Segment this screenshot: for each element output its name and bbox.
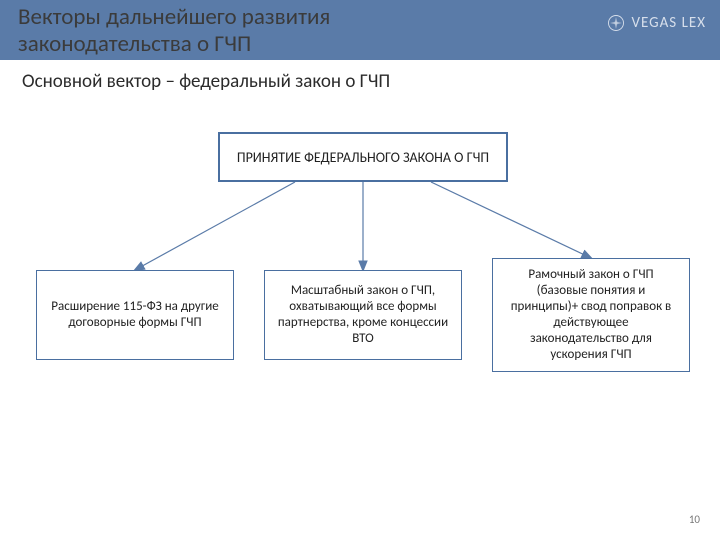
child-node-1: Масштабный закон о ГЧП, охватывающий все… [264,270,462,360]
child-node-0: Расширение 115-ФЗ на другие договорные ф… [36,270,234,360]
logo: VEGAS LEX [607,14,706,32]
subtitle: Основной вектор – федеральный закон о ГЧ… [22,70,390,93]
slide-title: Векторы дальнейшего развития законодател… [18,4,330,58]
title-line1: Векторы дальнейшего развития [18,3,330,31]
arrows-svg [0,182,720,270]
child-node-2: Рамочный закон о ГЧП (базовые понятия и … [492,258,690,372]
title-line2: законодательства о ГЧП [18,30,251,58]
compass-icon [607,14,625,32]
page-number: 10 [689,513,700,526]
root-node: ПРИНЯТИЕ ФЕДЕРАЛЬНОГО ЗАКОНА О ГЧП [218,132,508,182]
slide: Векторы дальнейшего развития законодател… [0,0,720,540]
logo-text: VEGAS LEX [631,14,706,32]
